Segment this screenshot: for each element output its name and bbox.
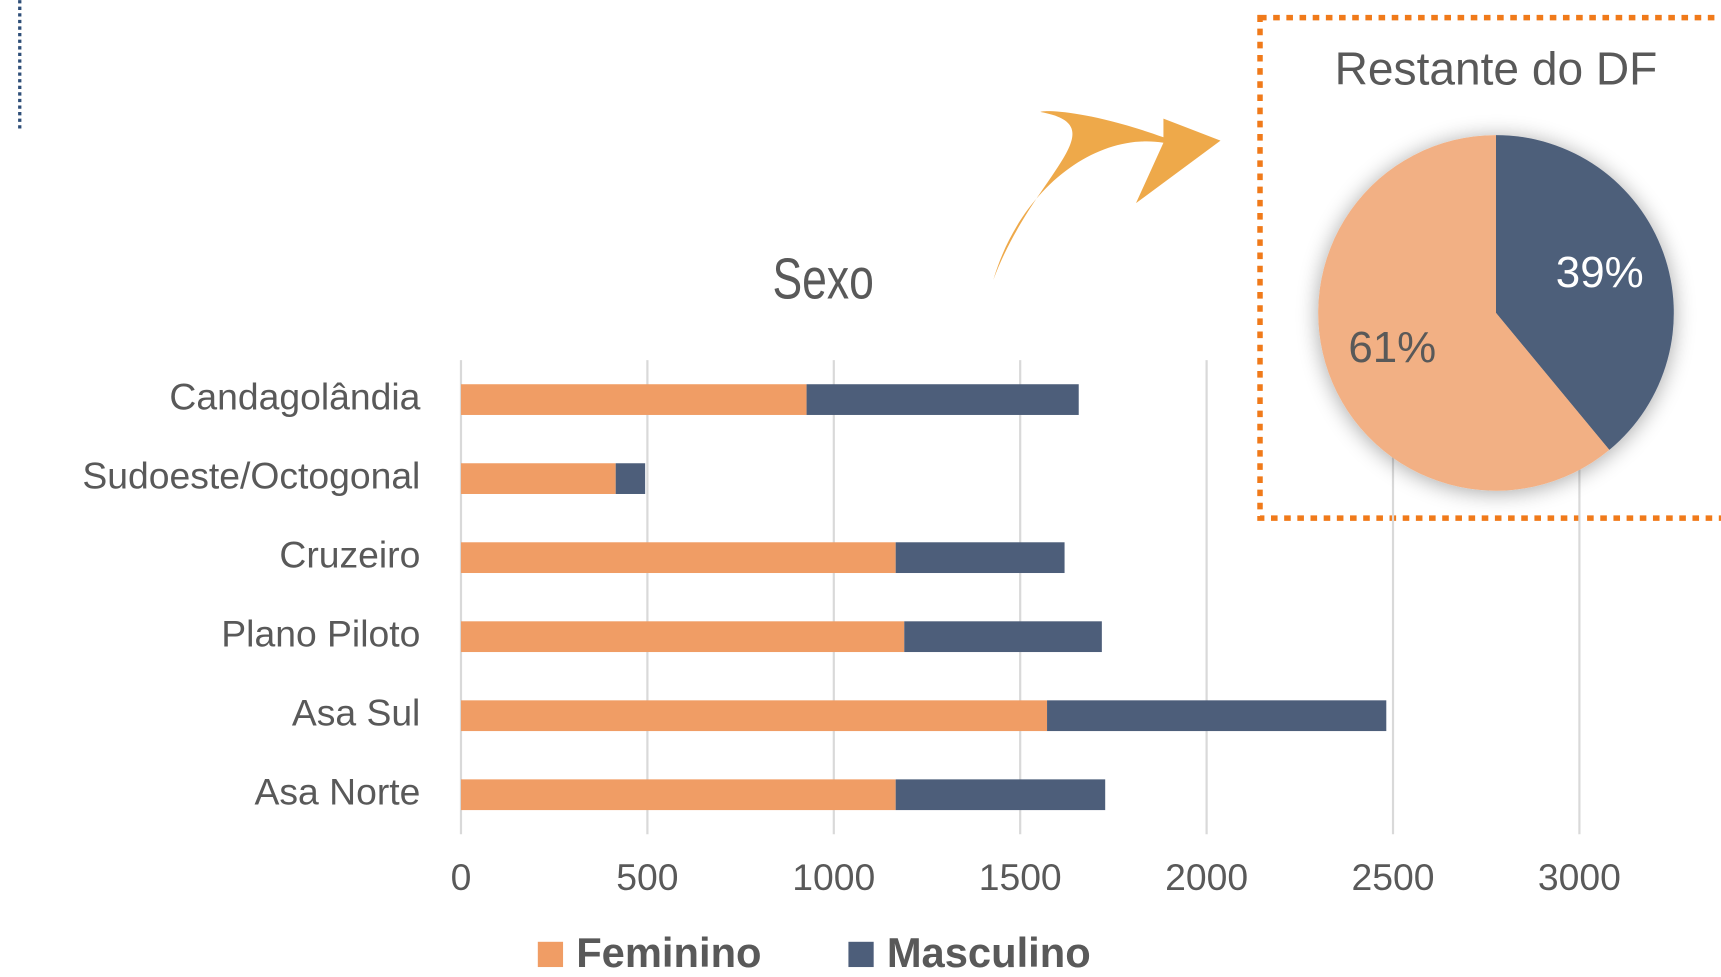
pie-title: Restante do DF xyxy=(1335,43,1658,95)
y-tick-label: Sudoeste/Octogonal xyxy=(82,454,420,496)
bar-segment xyxy=(460,700,1048,732)
y-tick-label: Asa Norte xyxy=(255,771,421,813)
x-tick-label: 500 xyxy=(616,856,678,898)
legend-label: Feminino xyxy=(576,929,761,976)
bar-segment xyxy=(615,463,646,494)
bar-segment xyxy=(904,621,1102,653)
arrow xyxy=(993,111,1221,280)
legend-swatch xyxy=(537,941,564,968)
y-tick-label: Candagolândia xyxy=(169,375,420,417)
bar-segment xyxy=(895,542,1065,574)
bar-title: Sexo xyxy=(772,247,873,311)
pie-labels: 39% 61% xyxy=(1348,248,1643,372)
x-tick-label: 3000 xyxy=(1538,856,1621,898)
x-tick-label: 1500 xyxy=(979,856,1062,898)
bar-segment xyxy=(1047,700,1387,732)
y-tick-label: Plano Piloto xyxy=(221,613,420,655)
bar-chart: 0 500 1000 1500 2000 2500 3000 Candagolândia Sud… xyxy=(82,360,1621,976)
bar-segment xyxy=(460,384,807,415)
pie-chart xyxy=(1318,135,1674,491)
bar-segment xyxy=(806,384,1079,415)
x-tick-label: 2500 xyxy=(1352,856,1435,898)
pie-slice xyxy=(1318,135,1610,491)
x-tick-label: 2000 xyxy=(1165,856,1248,898)
y-tick-label: Cruzeiro xyxy=(279,534,420,576)
pie-value-label: 39% xyxy=(1556,248,1644,297)
legend-label: Masculino xyxy=(887,929,1091,976)
bar-segment xyxy=(895,779,1106,811)
highlight-box xyxy=(1257,14,1721,521)
pie-slice xyxy=(1495,135,1674,450)
bar-segment xyxy=(460,779,896,811)
pie-value-label: 61% xyxy=(1348,323,1436,372)
bar-segment xyxy=(460,542,896,574)
bar-segment xyxy=(460,463,616,494)
bar-segment xyxy=(460,621,905,653)
y-tick-label: Asa Sul xyxy=(292,692,421,734)
x-tick-label: 1000 xyxy=(792,856,875,898)
legend-swatch xyxy=(848,941,874,968)
x-tick-label: 0 xyxy=(451,856,472,898)
